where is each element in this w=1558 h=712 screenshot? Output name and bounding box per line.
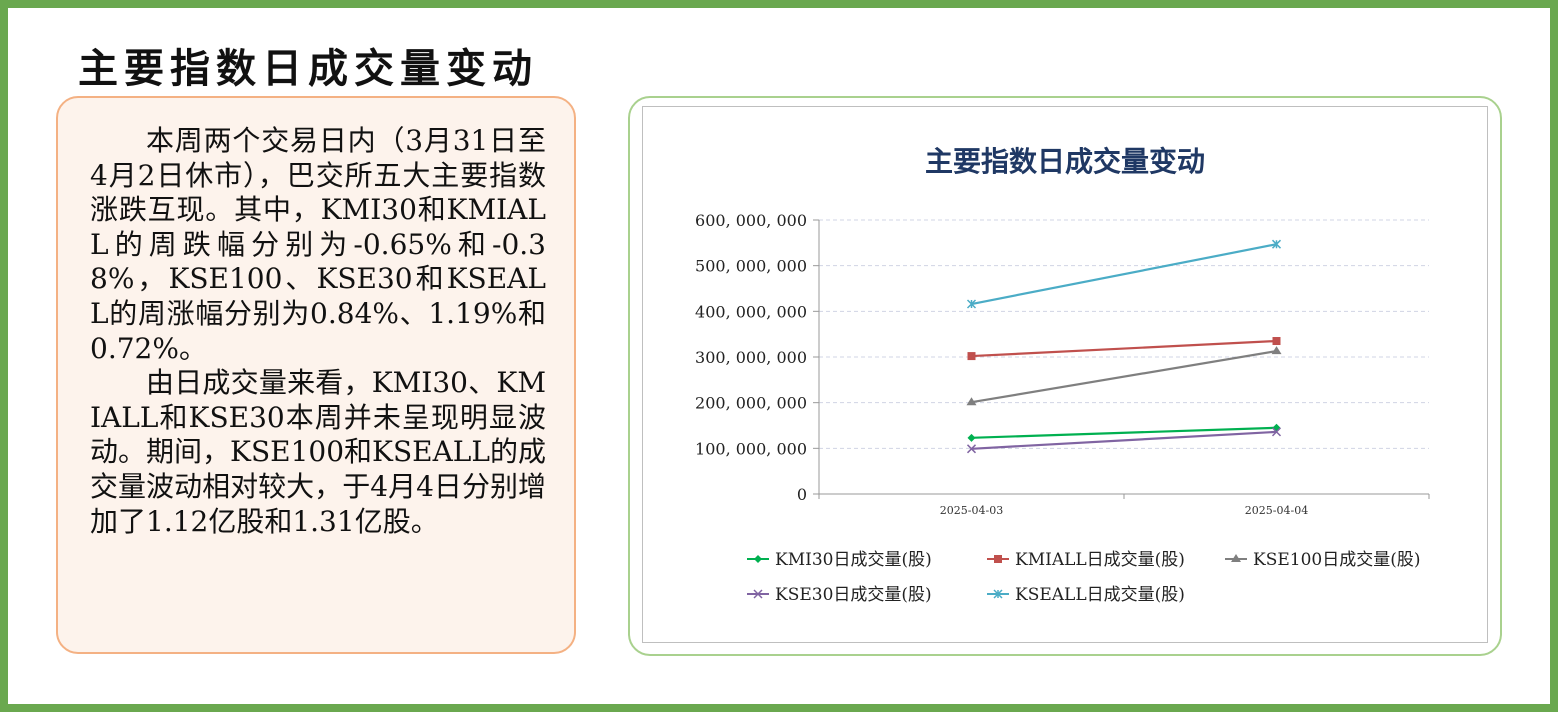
- star-marker: [966, 299, 977, 309]
- legend-label: KSEALL日成交量(股): [1015, 585, 1185, 605]
- series-KSE100日成交量(股): [966, 346, 1282, 406]
- paragraph-1: 本周两个交易日内（3月31日至4月2日休市），巴交所五大主要指数涨跌互现。其中，…: [90, 124, 546, 365]
- square-marker: [1272, 337, 1281, 346]
- y-tick-label: 600, 000, 000: [695, 211, 807, 230]
- legend-item: KSE100日成交量(股): [1225, 550, 1420, 570]
- series-KSEALL日成交量(股): [966, 239, 1282, 309]
- y-tick-label: 0: [797, 485, 807, 504]
- y-tick-label: 200, 000, 000: [695, 394, 807, 413]
- x-tick-label: 2025-04-03: [940, 504, 1003, 517]
- legend-item: KSE30日成交量(股): [747, 585, 932, 605]
- chart-title: 主要指数日成交量变动: [925, 145, 1205, 178]
- star-marker: [993, 589, 1003, 599]
- series-KMI30日成交量(股): [967, 423, 1281, 442]
- legend-item: KSEALL日成交量(股): [987, 585, 1185, 605]
- line-chart: 主要指数日成交量变动 0 100, 000, 000 200, 000, 000 30…: [695, 145, 1430, 605]
- y-tick-label: 400, 000, 000: [695, 302, 807, 321]
- diamond-marker: [967, 433, 976, 442]
- diamond-marker: [1272, 423, 1281, 432]
- x-marker: [753, 589, 763, 599]
- square-marker: [967, 352, 976, 361]
- x-marker: [966, 444, 977, 454]
- legend-item: KMIALL日成交量(股): [987, 550, 1185, 570]
- x-tick-label: 2025-04-04: [1245, 504, 1308, 517]
- triangle-marker: [1271, 346, 1282, 355]
- chart-frame: 主要指数日成交量变动 0 100, 000, 000 200, 000, 000 30…: [642, 106, 1488, 643]
- square-marker: [994, 555, 1002, 563]
- triangle-marker: [1231, 554, 1241, 562]
- series-line: [971, 243, 1277, 306]
- diamond-marker: [754, 555, 762, 563]
- series-line: [971, 349, 1277, 404]
- paragraph-2: 由日成交量来看，KMI30、KMIALL和KSE30本周并未呈现明显波动。期间，…: [90, 366, 546, 538]
- series-KMIALL日成交量(股): [967, 337, 1281, 361]
- series-line: [971, 339, 1277, 358]
- chart-container: [628, 96, 1502, 656]
- legend-label: KMI30日成交量(股): [775, 550, 932, 570]
- legend-label: KMIALL日成交量(股): [1015, 550, 1185, 570]
- star-marker: [1271, 239, 1282, 249]
- series-line: [971, 430, 1277, 450]
- page-title: 主要指数日成交量变动: [78, 45, 538, 92]
- y-tick-label: 100, 000, 000: [695, 439, 807, 458]
- y-tick-label: 500, 000, 000: [695, 257, 807, 276]
- summary-text-box: 本周两个交易日内（3月31日至4月2日休市），巴交所五大主要指数涨跌互现。其中，…: [56, 96, 576, 654]
- legend-label: KSE100日成交量(股): [1253, 550, 1420, 570]
- legend-item: KMI30日成交量(股): [747, 550, 932, 570]
- legend-label: KSE30日成交量(股): [775, 585, 932, 605]
- series-KSE30日成交量(股): [966, 427, 1282, 454]
- y-tick-label: 300, 000, 000: [695, 348, 807, 367]
- x-marker: [1271, 427, 1282, 437]
- triangle-marker: [966, 397, 977, 406]
- series-line: [971, 426, 1277, 439]
